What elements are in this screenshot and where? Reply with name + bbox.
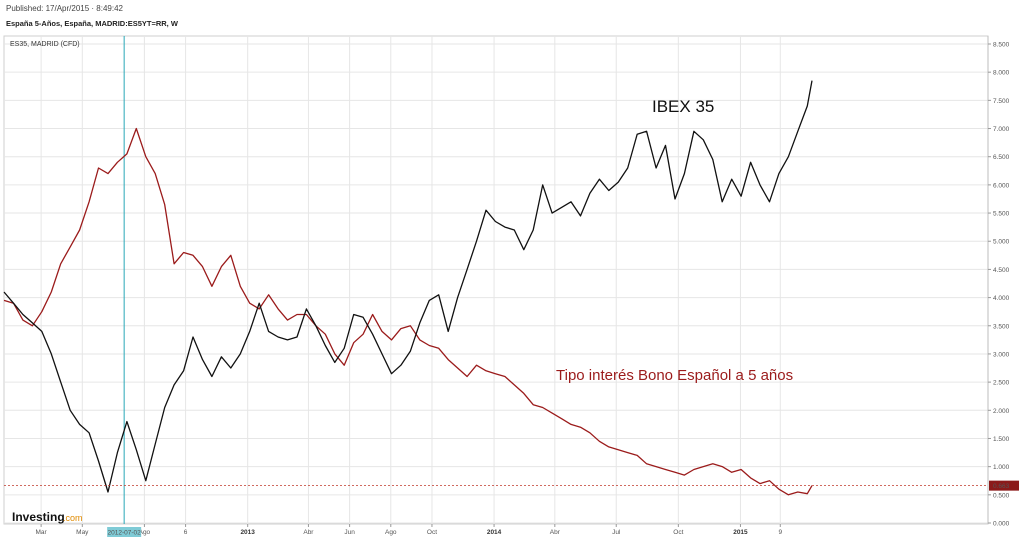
series-group [3, 80, 813, 496]
current-value-badge [989, 480, 1019, 491]
x-tick-label: Mar [36, 529, 48, 536]
y-tick-label: 4.500 [993, 267, 1010, 274]
logo-name: Investing [12, 510, 65, 524]
current-value-marker: 0.663 [4, 480, 1019, 491]
overlay-series-label: ES35, MADRID (CFD) [10, 41, 80, 48]
y-tick-label: 5.000 [993, 239, 1010, 246]
instrument-title: España 5-Años, España, MADRID:ES5YT=RR, … [6, 19, 178, 28]
y-tick-label: 8.500 [993, 42, 1010, 49]
y-tick-label: 7.000 [993, 126, 1010, 133]
x-tick-label: Jun [344, 529, 355, 536]
y-tick-label: 0.500 [993, 492, 1010, 499]
x-tick-label: 2013 [240, 529, 255, 536]
x-tick-label: May [76, 529, 89, 536]
y-tick-label: 5.500 [993, 211, 1010, 218]
bond-series-line [3, 127, 813, 496]
y-tick-label: 2.500 [993, 380, 1010, 387]
ibex-annotation: IBEX 35 [652, 97, 714, 116]
y-axis: 0.000 0.500 1.000 1.500 2.000 2.500 3.000 3.500… [988, 42, 1010, 528]
x-tick-label: Abr [550, 529, 561, 536]
x-tick-label: Ago [385, 529, 397, 536]
crosshair-date-box [107, 527, 142, 537]
y-tick-label: 4.000 [993, 295, 1010, 302]
x-tick-label: Abr [303, 529, 314, 536]
chart-header: Published: 17/Apr/2015 · 8:49:42 España … [6, 4, 1016, 36]
y-tick-label: 3.000 [993, 351, 1010, 358]
x-tick-label: 9 [778, 529, 782, 536]
x-tick-label: Ago [139, 529, 151, 536]
y-tick-label: 8.000 [993, 70, 1010, 77]
x-tick-label: 2014 [487, 529, 502, 536]
y-tick-label: 2.000 [993, 408, 1010, 415]
investing-logo: Investing .com [12, 510, 83, 524]
x-axis: Mar May Ago 6 2013 Abr Jun Ago Oct 2014 Abr Jul Oct 2… [36, 524, 782, 536]
ibex-series-line [3, 80, 813, 493]
y-tick-label: 1.000 [993, 464, 1010, 471]
crosshair: 2012-07-02 [107, 36, 141, 537]
y-tick-label: 6.000 [993, 182, 1010, 189]
y-tick-label: 6.500 [993, 154, 1010, 161]
current-value-label: 0.663 [993, 483, 1010, 490]
y-tick-label: 1.500 [993, 436, 1010, 443]
x-tick-label: Oct [427, 529, 437, 536]
x-tick-label: Jul [612, 529, 621, 536]
x-tick-label: 2015 [733, 529, 748, 536]
x-tick-label: 6 [184, 529, 188, 536]
logo-suffix: .com [63, 513, 83, 523]
plot-area [3, 35, 989, 525]
x-tick-label: Oct [673, 529, 683, 536]
y-tick-label: 7.500 [993, 98, 1010, 105]
crosshair-date-label: 2012-07-02 [108, 530, 142, 537]
grid [4, 36, 988, 524]
published-timestamp: Published: 17/Apr/2015 · 8:49:42 [6, 4, 123, 13]
y-tick-label: 0.000 [993, 521, 1010, 528]
y-tick-label: 3.500 [993, 323, 1010, 330]
bond-annotation: Tipo interés Bono Español a 5 años [556, 367, 793, 384]
